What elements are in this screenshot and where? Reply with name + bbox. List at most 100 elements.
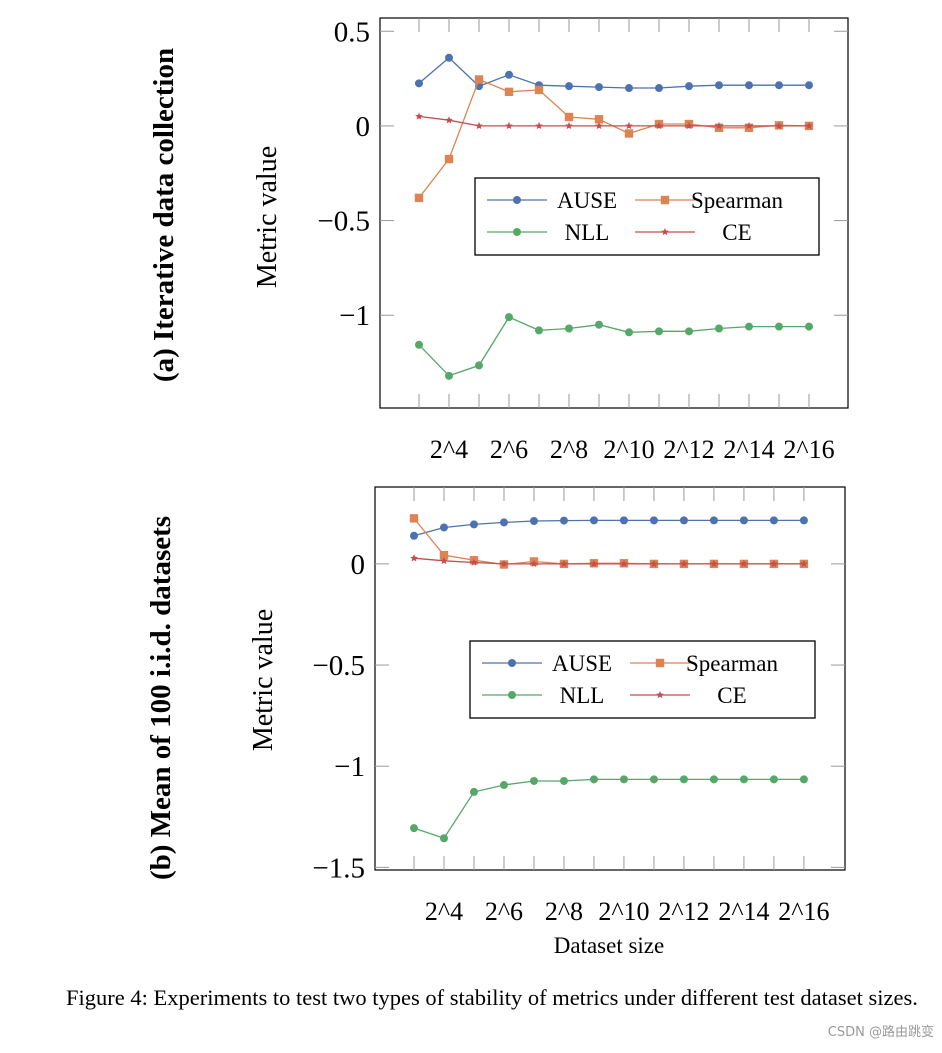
chart-a-ytick-label: −1 xyxy=(339,300,370,332)
chart-a-point-spearman xyxy=(624,129,634,138)
chart-a-xtick-label: 2^16 xyxy=(783,435,834,464)
chart-b-point-nll xyxy=(799,775,808,784)
chart-a-point-ce xyxy=(745,121,753,130)
chart-b-xtick-label: 2^12 xyxy=(658,897,709,926)
chart-b-legend: AUSE Spearman NLL CE xyxy=(469,640,816,719)
chart-a-point-spearman xyxy=(534,85,544,95)
chart-a-series-ause xyxy=(415,53,813,93)
chart-b-point-nll xyxy=(529,776,538,785)
chart-a-point-nll xyxy=(685,327,693,336)
chart-a-point-ce xyxy=(565,121,573,130)
chart-b-plot-frame xyxy=(374,486,846,871)
chart-a-point-ce xyxy=(805,121,813,130)
chart-a-legend-marker xyxy=(513,196,521,204)
chart-b-point-ause xyxy=(769,516,778,525)
chart-b-point-nll xyxy=(499,781,508,790)
chart-b-ylabel: Metric value xyxy=(248,609,279,751)
chart-b-series-ce xyxy=(410,554,808,568)
chart-b-xtick-label: 2^10 xyxy=(598,897,649,926)
chart-a-point-ce xyxy=(505,121,513,130)
chart-a-point-ause xyxy=(595,83,603,92)
chart-b-point-nll xyxy=(769,775,778,784)
chart-a-legend-label: AUSE xyxy=(557,188,617,213)
chart-b-point-nll xyxy=(709,775,718,784)
x-axis-label: Dataset size xyxy=(554,933,664,958)
chart-b-point-ce xyxy=(560,559,568,568)
chart-b-point-ce xyxy=(500,559,508,568)
chart-a-point-spearman xyxy=(414,193,424,203)
chart-a-ytick-label: 0.5 xyxy=(334,16,370,48)
chart-a-plot-frame xyxy=(379,17,849,409)
chart-a-point-nll xyxy=(625,328,633,337)
chart-a-xtick-label: 2^4 xyxy=(430,435,468,464)
chart-a-point-ce xyxy=(625,121,633,130)
chart-a-point-nll xyxy=(535,326,543,335)
chart-b-point-nll xyxy=(439,834,448,843)
chart-b-point-ce xyxy=(740,559,748,568)
chart-a-point-ause xyxy=(775,81,783,90)
chart-a-point-nll xyxy=(595,320,603,329)
chart-b-point-nll xyxy=(619,775,628,784)
chart-a-point-ause xyxy=(685,82,693,91)
chart-b-xtick-label: 2^8 xyxy=(545,897,583,926)
chart-b-point-spearman xyxy=(409,514,419,523)
chart-a-ytick-label: −0.5 xyxy=(317,206,370,238)
chart-b-point-nll xyxy=(649,775,658,784)
plots: 2^4 2^6 2^8 2^10 2^12 2^14 2^16 0.5 0 −0.5 −1 AUSE S… xyxy=(312,16,849,926)
chart-a: 2^4 2^6 2^8 2^10 2^12 2^14 2^16 0.5 0 −0.5 −1 AUSE S… xyxy=(317,16,849,464)
chart-a-point-ause xyxy=(655,84,663,93)
chart-b-point-nll xyxy=(589,775,598,784)
chart-a-point-nll xyxy=(475,361,483,370)
chart-a-legend-marker xyxy=(513,228,521,236)
chart-b-point-nll xyxy=(739,775,748,784)
chart-a-point-nll xyxy=(445,371,453,380)
chart-a-point-spearman xyxy=(474,75,484,84)
chart-a-xtick-label: 2^8 xyxy=(550,435,588,464)
chart-a-line-ce xyxy=(418,115,809,127)
chart-b-line-ause xyxy=(413,519,804,537)
chart-b-legend-marker xyxy=(655,658,665,668)
chart-a-point-nll xyxy=(745,322,753,331)
chart-b-point-ce xyxy=(530,559,538,568)
chart-a-point-ause xyxy=(715,81,723,90)
chart-a-point-nll xyxy=(415,340,423,349)
chart-a-legend-marker xyxy=(660,195,670,205)
chart-a-point-ause xyxy=(565,82,573,91)
chart-b-point-ce xyxy=(410,554,418,562)
figure-caption: Figure 4: Experiments to test two types … xyxy=(66,985,918,1010)
chart-b-point-ce xyxy=(620,559,628,568)
chart-b-legend-marker xyxy=(656,691,664,699)
chart-a-point-ce xyxy=(535,121,543,130)
chart-b-point-ause xyxy=(409,531,418,540)
chart-b-point-nll xyxy=(679,775,688,784)
chart-b-point-ce xyxy=(590,559,598,568)
chart-a-point-ce xyxy=(415,112,423,120)
chart-a-xtick-label: 2^12 xyxy=(663,435,714,464)
chart-a-point-ce xyxy=(775,121,783,130)
chart-b-ytick-label: −0.5 xyxy=(312,650,365,682)
chart-b-point-ause xyxy=(589,516,598,525)
chart-b-legend-box xyxy=(469,640,816,719)
chart-a-line-ause xyxy=(418,56,809,89)
chart-a-point-ce xyxy=(475,121,483,130)
chart-b-xtick-label: 2^6 xyxy=(485,897,523,926)
chart-a-point-ce xyxy=(685,121,693,130)
chart-a-point-ause xyxy=(445,53,453,62)
chart-a-xtick-label: 2^10 xyxy=(603,435,654,464)
chart-b-xtick-label: 2^14 xyxy=(718,897,769,926)
chart-a-legend-marker xyxy=(661,228,669,236)
chart-b-point-ause xyxy=(619,516,628,525)
chart-a-xtick-label: 2^6 xyxy=(490,435,528,464)
chart-b-legend-label: AUSE xyxy=(552,651,612,676)
chart-b-line-nll xyxy=(413,778,804,839)
chart-a-ytick-label: 0 xyxy=(356,111,371,143)
chart-a-series-nll xyxy=(415,313,813,380)
chart-b-ytick-label: 0 xyxy=(351,549,366,581)
chart-a-point-nll xyxy=(775,322,783,331)
chart-a-point-nll xyxy=(505,313,513,322)
chart-a-point-spearman xyxy=(504,87,514,97)
chart-b-legend-marker xyxy=(508,691,516,699)
chart-a-point-nll xyxy=(655,327,663,336)
chart-b-point-ce xyxy=(440,556,448,565)
